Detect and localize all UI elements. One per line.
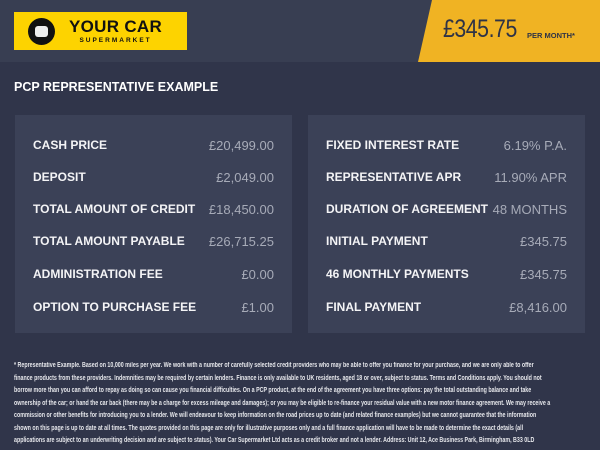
footnote: * Representative Example. Based on 10,00… [14, 362, 551, 444]
row-label: FIXED INTEREST RATE [326, 138, 460, 152]
row-value: £26,715.25 [208, 233, 274, 249]
row-label: FINAL PAYMENT [326, 300, 422, 314]
logo[interactable]: YOUR CAR SUPERMARKET [14, 12, 187, 50]
row-total-credit: TOTAL AMOUNT OF CREDIT £18,450.00 [33, 199, 274, 219]
row-value: £0.00 [241, 266, 274, 282]
left-panel: CASH PRICE £20,499.00 DEPOSIT £2,049.00 TO… [15, 115, 292, 333]
row-duration: DURATION OF AGREEMENT 48 MONTHS [326, 199, 567, 219]
row-value: £345.75 [520, 266, 567, 282]
row-label: DEPOSIT [33, 170, 86, 184]
row-apr: REPRESENTATIVE APR 11.90% APR [326, 167, 567, 187]
fist-icon [28, 17, 55, 45]
row-label: TOTAL AMOUNT OF CREDIT [33, 202, 196, 216]
row-value: £345.75 [520, 233, 567, 249]
row-admin-fee: ADMINISTRATION FEE £0.00 [33, 264, 274, 284]
row-value: £2,049.00 [216, 169, 274, 185]
row-label: REPRESENTATIVE APR [326, 170, 462, 184]
row-value: £1.00 [241, 299, 274, 315]
row-label: OPTION TO PURCHASE FEE [33, 300, 197, 314]
logo-main-text: YOUR CAR [69, 17, 163, 36]
row-value: 6.19% P.A. [503, 137, 567, 153]
header: YOUR CAR SUPERMARKET £345.75 PER MONTH* [0, 0, 600, 62]
right-panel: FIXED INTEREST RATE 6.19% P.A. REPRESENTA… [308, 115, 585, 333]
row-label: INITIAL PAYMENT [326, 234, 428, 248]
row-label: ADMINISTRATION FEE [33, 267, 163, 281]
row-monthly-payments: 46 MONTHLY PAYMENTS £345.75 [326, 264, 567, 284]
monthly-price: £345.75 [443, 15, 517, 43]
row-label: TOTAL AMOUNT PAYABLE [33, 234, 185, 248]
price-banner [418, 0, 600, 62]
row-deposit: DEPOSIT £2,049.00 [33, 167, 274, 187]
row-final-payment: FINAL PAYMENT £8,416.00 [326, 297, 567, 317]
row-label: DURATION OF AGREEMENT [326, 202, 488, 216]
row-label: 46 MONTHLY PAYMENTS [326, 267, 469, 281]
row-value: £20,499.00 [208, 137, 274, 153]
row-value: 48 MONTHS [492, 201, 567, 217]
row-interest-rate: FIXED INTEREST RATE 6.19% P.A. [326, 135, 567, 155]
row-total-payable: TOTAL AMOUNT PAYABLE £26,715.25 [33, 231, 274, 251]
row-option-fee: OPTION TO PURCHASE FEE £1.00 [33, 297, 274, 317]
per-month-label: PER MONTH* [527, 31, 575, 40]
row-cash-price: CASH PRICE £20,499.00 [33, 135, 274, 155]
row-value: £8,416.00 [509, 299, 567, 315]
section-title: PCP REPRESENTATIVE EXAMPLE [14, 80, 219, 94]
row-label: CASH PRICE [33, 138, 108, 152]
logo-sub-text: SUPERMARKET [79, 37, 152, 44]
row-value: £18,450.00 [208, 201, 274, 217]
row-initial-payment: INITIAL PAYMENT £345.75 [326, 231, 567, 251]
row-value: 11.90% APR [494, 169, 567, 185]
